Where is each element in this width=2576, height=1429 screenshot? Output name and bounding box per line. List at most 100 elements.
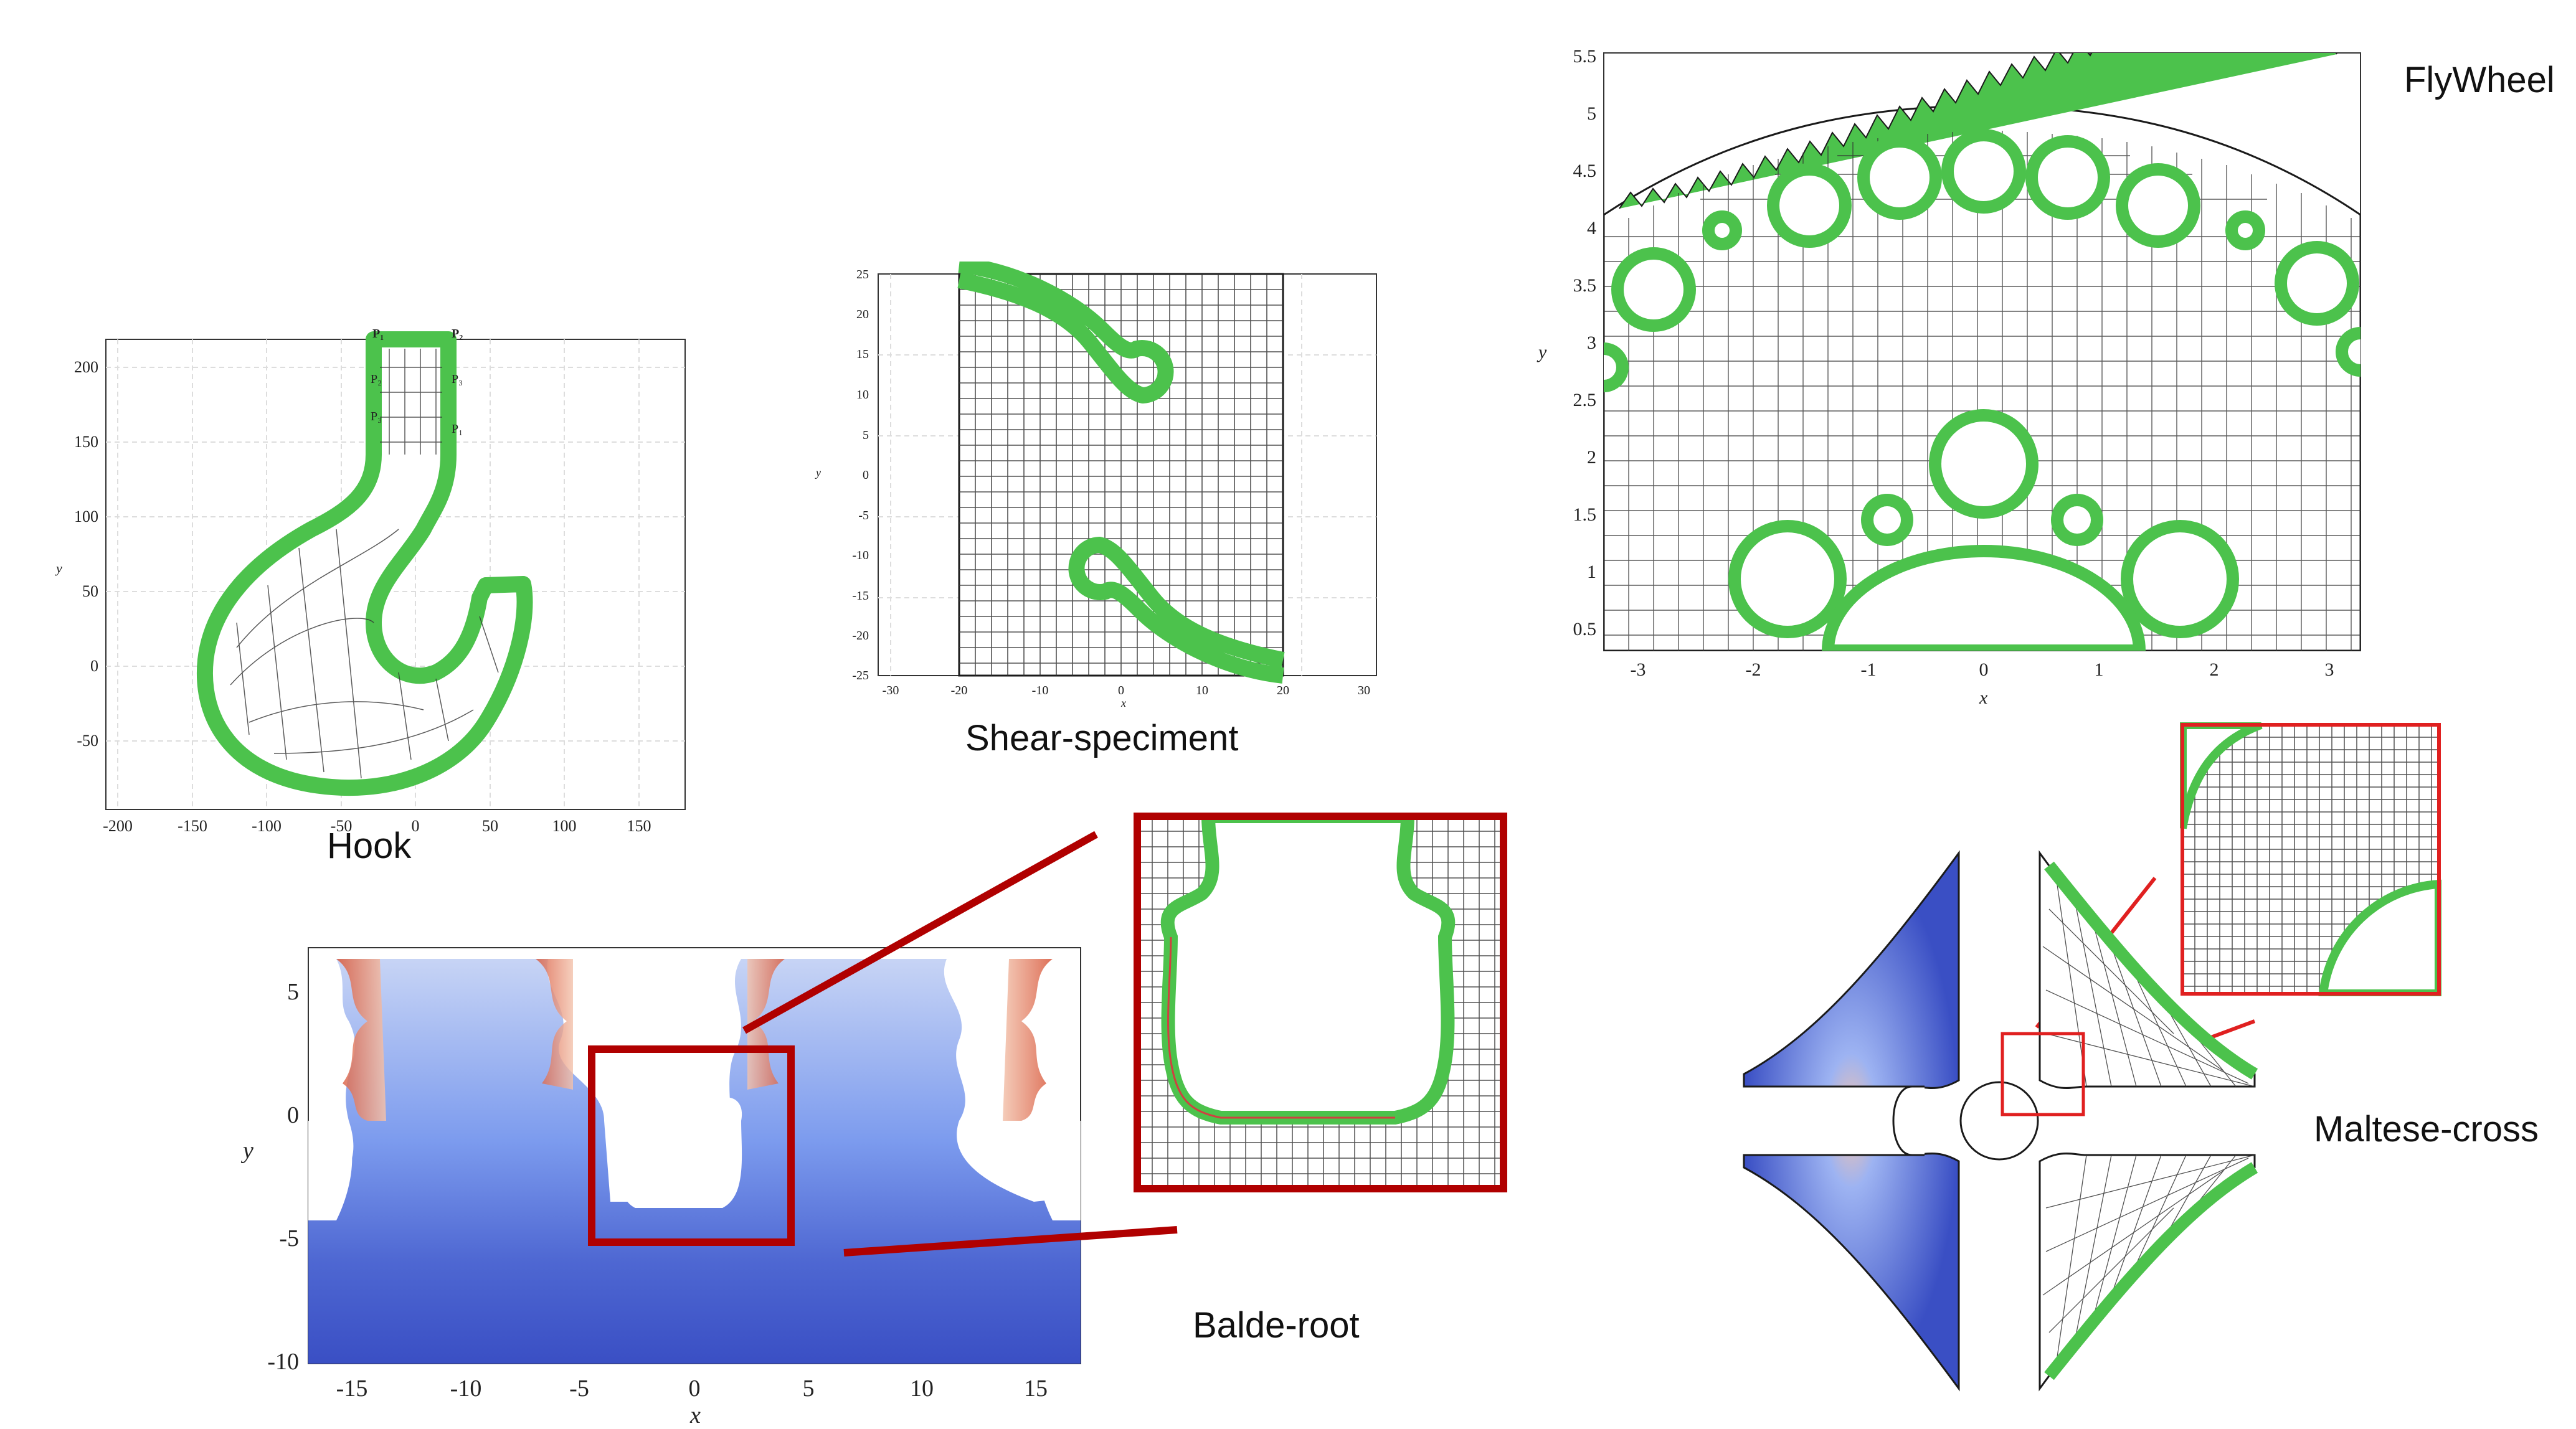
flywheel-xtick: -3	[1631, 659, 1646, 680]
flywheel-hole	[1767, 163, 1852, 248]
blade-right-slot	[1036, 1121, 1081, 1220]
flywheel-ytick: 3	[1587, 332, 1596, 353]
hook-ylabel: y	[55, 560, 62, 576]
flywheel-xtick: 3	[2325, 659, 2334, 680]
maltese-mesh	[2042, 871, 2255, 1370]
blade-xtick: -10	[450, 1375, 482, 1402]
flywheel-xtick: -2	[1746, 659, 1761, 680]
flywheel-hole	[1728, 520, 1847, 638]
hook-boundary-layer	[196, 331, 533, 796]
blade-center-slot	[620, 1097, 742, 1208]
shear-xtick: 10	[1196, 684, 1208, 697]
hook-point-label-6: P₃	[371, 410, 382, 423]
shear-ytick: -10	[852, 549, 869, 562]
shear-ytick: 0	[863, 468, 869, 482]
flywheel-ytick: 1.5	[1573, 504, 1597, 525]
shear-ytick: 15	[856, 347, 869, 361]
blade-mid-right-teeth	[747, 959, 785, 1090]
shear-ytick: -20	[852, 629, 869, 643]
hook-ytick: 50	[82, 582, 98, 600]
flywheel-ytick: 2.5	[1573, 390, 1597, 410]
shear-ytick: 25	[856, 268, 869, 281]
flywheel-y-ticks: 5.5 5 4.5 4 3.5 3 2.5 2 1.5 1 0.5	[1573, 46, 1597, 639]
shear-ytick: 5	[863, 428, 869, 442]
hook-x-ticks: -200 -150 -100 -50 0 50 100 150	[103, 817, 651, 835]
flywheel-hole	[2025, 135, 2110, 220]
blade-zoom-frame	[1134, 813, 1507, 1192]
flywheel-x-ticks: -3 -2 -1 0 1 2 3	[1631, 659, 2334, 680]
blade-zoom-inset	[1134, 809, 1507, 1192]
shear-ytick: 10	[856, 388, 869, 402]
blade-xtick: 15	[1024, 1375, 1048, 1402]
hook-caption: Hook	[327, 826, 412, 866]
hook-mesh	[230, 349, 499, 779]
blade-panel: 5 0 -5 -10 -15 -10 -5 0 5 10 15 x y	[224, 934, 1096, 1428]
shear-lower-band	[1068, 536, 1285, 684]
hook-point-label-4: P₁	[452, 422, 463, 436]
shear-upper-band	[957, 257, 1174, 404]
blade-xtick: 5	[803, 1375, 815, 1402]
blade-ytick: -10	[267, 1349, 299, 1375]
shear-plot: 25 20 15 10 5 0 -5 -10 -15 -20 -25 -30 -…	[815, 257, 1377, 709]
hook-point-label-3: P₃	[452, 372, 463, 386]
flywheel-hole	[1604, 342, 1629, 392]
blade-x-ticks: -15 -10 -5 0 5 10 15	[336, 1375, 1048, 1402]
hook-ytick: 100	[74, 507, 98, 526]
hook-xtick: 50	[482, 817, 498, 835]
shear-xtick: -20	[951, 684, 968, 697]
blade-zoom-region	[588, 1045, 795, 1246]
flywheel-panel: 5.5 5 4.5 4 3.5 3 2.5 2 1.5 1 0.5 -3 -2 …	[1513, 37, 2373, 716]
flywheel-holes	[1604, 129, 2361, 638]
shear-ylabel: y	[815, 466, 821, 479]
maltese-green-band-bottom	[2044, 1162, 2258, 1380]
blade-connector-bottom	[843, 1226, 1178, 1257]
blade-stress-field	[308, 959, 1081, 1364]
shear-xtick: -10	[1032, 684, 1049, 697]
maltese-left-half	[1743, 850, 1960, 1392]
hook-plot: P₁ P₂ P₃ P₁ P₂ P₃ 200 150 100 50 0 -50 -…	[55, 327, 686, 835]
flywheel-hole	[1929, 409, 2039, 519]
hook-y-ticks: 200 150 100 50 0 -50	[74, 358, 98, 750]
blade-ylabel: y	[240, 1138, 253, 1164]
flywheel-xtick: 0	[1979, 659, 1989, 680]
shear-xtick: -30	[883, 684, 899, 697]
blade-zoom-slot	[1160, 809, 1456, 1125]
blade-left-slot	[308, 1121, 353, 1220]
flywheel-hole	[1857, 135, 1942, 220]
blade-plot: 5 0 -5 -10 -15 -10 -5 0 5 10 15 x y	[240, 947, 1081, 1428]
flywheel-ytick: 5	[1587, 103, 1596, 124]
maltese-caption: Maltese-cross	[2314, 1109, 2539, 1149]
flywheel-hole	[1702, 210, 1742, 250]
shear-xlabel: x	[1120, 697, 1126, 709]
shear-caption: Shear-speciment	[965, 718, 1239, 758]
maltese-zoom-inset	[2178, 720, 2443, 998]
flywheel-ytick: 4	[1587, 218, 1596, 238]
blade-xtick: 10	[910, 1375, 934, 1402]
flywheel-hole	[1861, 494, 1913, 546]
maltese-panel	[1738, 847, 2286, 1395]
flywheel-ytick: 0.5	[1573, 619, 1597, 639]
shear-ytick: -15	[852, 589, 869, 603]
shear-y-ticks: 25 20 15 10 5 0 -5 -10 -15 -20 -25	[852, 268, 869, 682]
flywheel-ytick: 3.5	[1573, 275, 1597, 296]
flywheel-xtick: -1	[1861, 659, 1877, 680]
flywheel-ytick: 1	[1587, 562, 1596, 582]
blade-xtick: 0	[689, 1375, 701, 1402]
flywheel-hole	[1941, 129, 2026, 214]
hook-xtick: -150	[178, 817, 207, 835]
flywheel-xtick: 2	[2210, 659, 2219, 680]
flywheel-hole	[2116, 163, 2200, 248]
maltese-zoom-region	[2001, 1032, 2085, 1116]
flywheel-ytick: 2	[1587, 447, 1596, 468]
maltese-center-hole	[1959, 1081, 2039, 1161]
shear-x-ticks: -30 -20 -10 0 10 20 30	[883, 684, 1370, 697]
hook-panel: P₁ P₂ P₃ P₁ P₂ P₃ 200 150 100 50 0 -50 -…	[50, 324, 710, 847]
hook-point-label-1: P₁	[372, 327, 384, 341]
flywheel-hole	[1611, 247, 1696, 332]
maltese-green-band-top	[2044, 861, 2258, 1080]
flywheel-ylabel: y	[1537, 342, 1547, 362]
flywheel-ytick: 5.5	[1573, 46, 1597, 67]
hook-point-label-5: P₂	[371, 372, 382, 386]
hook-point-label-2: P₂	[452, 327, 463, 341]
flywheel-hole	[2275, 241, 2359, 326]
